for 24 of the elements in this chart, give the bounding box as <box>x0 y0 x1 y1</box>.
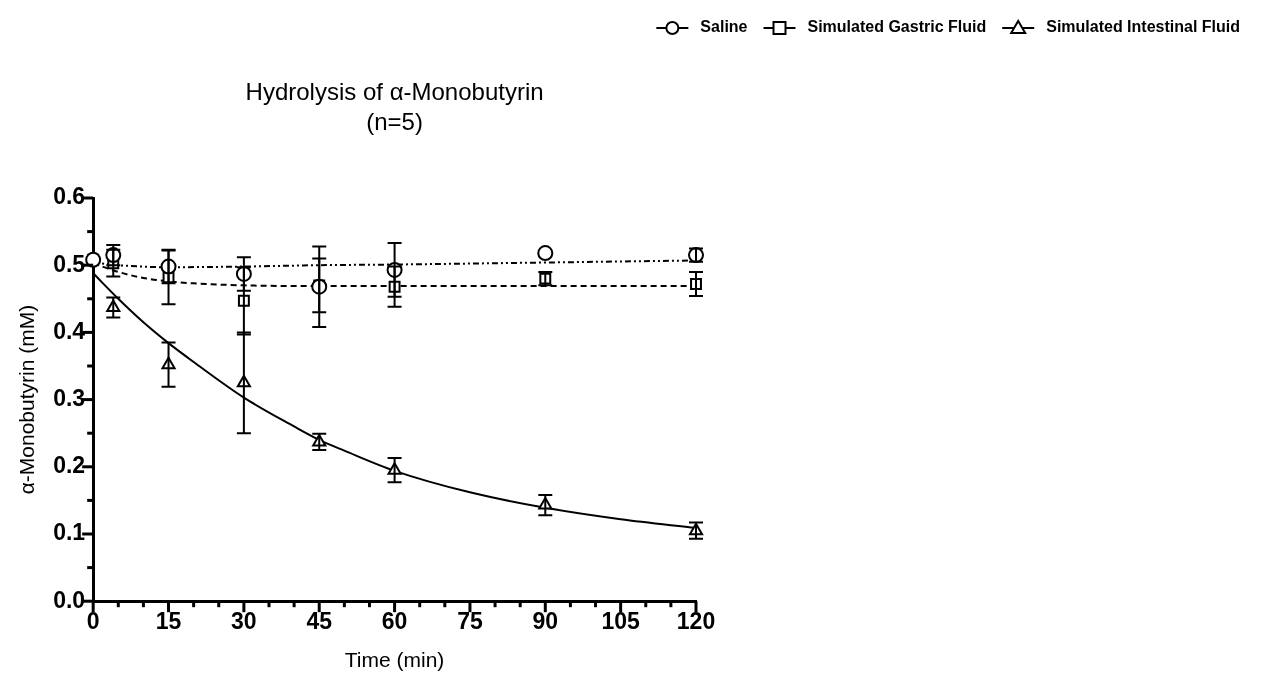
y-tick-label: 0.2 <box>53 452 86 479</box>
x-tick-label: 60 <box>381 608 408 635</box>
legend-label: Saline <box>700 18 748 36</box>
x-tick-label: 15 <box>155 608 182 635</box>
y-axis-title: α-Monobutyrin (mM) <box>15 304 39 495</box>
point <box>537 245 554 262</box>
x-tick-label: 120 <box>676 608 716 635</box>
y-tick-label: 0.6 <box>53 183 86 210</box>
y-tick-label: 0.3 <box>53 384 86 411</box>
x-tick-label: 45 <box>306 608 333 635</box>
y-tick-label: 0.5 <box>53 250 86 277</box>
y-tick-label: 0.1 <box>53 519 86 546</box>
x-axis-title: Time (min) <box>344 648 445 672</box>
chart-subtitle: (n=5) <box>366 108 423 135</box>
legend-label: Simulated Intestinal Fluid <box>1046 18 1240 36</box>
x-tick-label: 105 <box>601 608 641 635</box>
y-tick-label: 0.4 <box>53 317 86 344</box>
x-tick-label: 30 <box>231 608 257 635</box>
x-tick-label: 0 <box>86 608 100 635</box>
x-tick-label: 90 <box>532 608 559 635</box>
chart-title: Hydrolysis of α-Monobutyrin <box>245 78 544 105</box>
legend-label: Simulated Gastric Fluid <box>807 18 987 36</box>
y-tick-label: 0.0 <box>53 586 86 613</box>
x-tick-label: 75 <box>457 608 483 635</box>
